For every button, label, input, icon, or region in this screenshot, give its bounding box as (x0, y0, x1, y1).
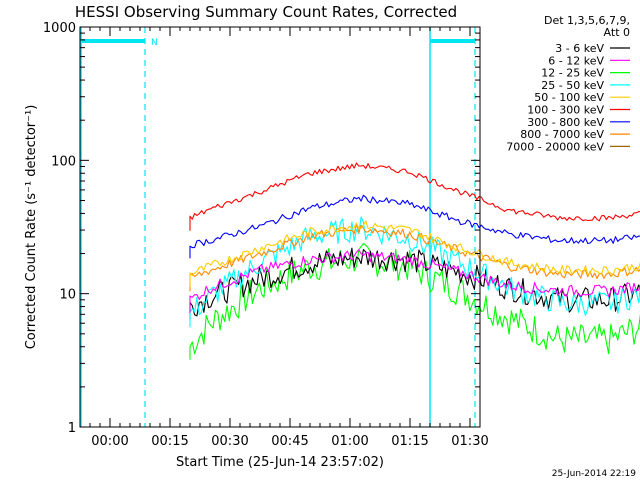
x-tick-label: 01:30 (451, 434, 488, 449)
x-tick-label: 00:45 (271, 434, 308, 449)
legend-label: 6 - 12 keV (548, 54, 604, 67)
series-line-50-100kev (189, 220, 640, 288)
series-line-100-300kev (189, 162, 640, 231)
y-tick-label: 1 (68, 421, 76, 436)
orbit-overlay: N (80, 27, 476, 427)
y-tick-label: 1000 (43, 21, 76, 36)
x-tick-label: 01:15 (391, 434, 428, 449)
night-marker: N (151, 38, 158, 48)
legend-label: 12 - 25 keV (541, 67, 604, 80)
series-line-300-800kev (189, 194, 640, 259)
legend-label: 300 - 800 keV (527, 116, 604, 129)
y-tick-label: 10 (59, 288, 76, 303)
timestamp: 25-Jun-2014 22:19 (552, 469, 636, 479)
x-tick-label: 01:00 (331, 434, 368, 449)
series-line-6-12kev (189, 249, 640, 313)
x-tick-label: 00:15 (151, 434, 188, 449)
tick-layer: 1 10 100 1000 00:00 00:15 00:30 00:45 01:00 01:15… (43, 21, 489, 449)
chart-title: HESSI Observing Summary Count Rates, Cor… (75, 3, 457, 21)
y-tick-label: 100 (51, 154, 76, 169)
x-axis-label: Start Time (25-Jun-14 23:57:02) (176, 455, 384, 470)
legend-title: Det 1,3,5,6,7,9, (544, 14, 630, 27)
legend-label: 100 - 300 keV (527, 104, 604, 117)
x-tick-label: 00:30 (211, 434, 248, 449)
series-layer (189, 162, 640, 360)
legend-label: 7000 - 20000 keV (506, 140, 604, 153)
series-line-3-6kev (189, 247, 640, 320)
legend-subtitle: Att 0 (604, 26, 630, 39)
y-axis-label: Corrected Count Rate (s⁻¹ detector⁻¹) (24, 105, 39, 350)
legend-label: 50 - 100 keV (534, 91, 604, 104)
series-line-25-50kev (189, 216, 640, 328)
legend-label: 800 - 7000 keV (520, 128, 604, 141)
plot-frame (79, 26, 481, 428)
legend-label: 25 - 50 keV (541, 79, 604, 92)
legend-label: 3 - 6 keV (555, 42, 604, 55)
x-tick-label: 00:00 (91, 434, 128, 449)
series-line-12-25kev (189, 242, 640, 360)
